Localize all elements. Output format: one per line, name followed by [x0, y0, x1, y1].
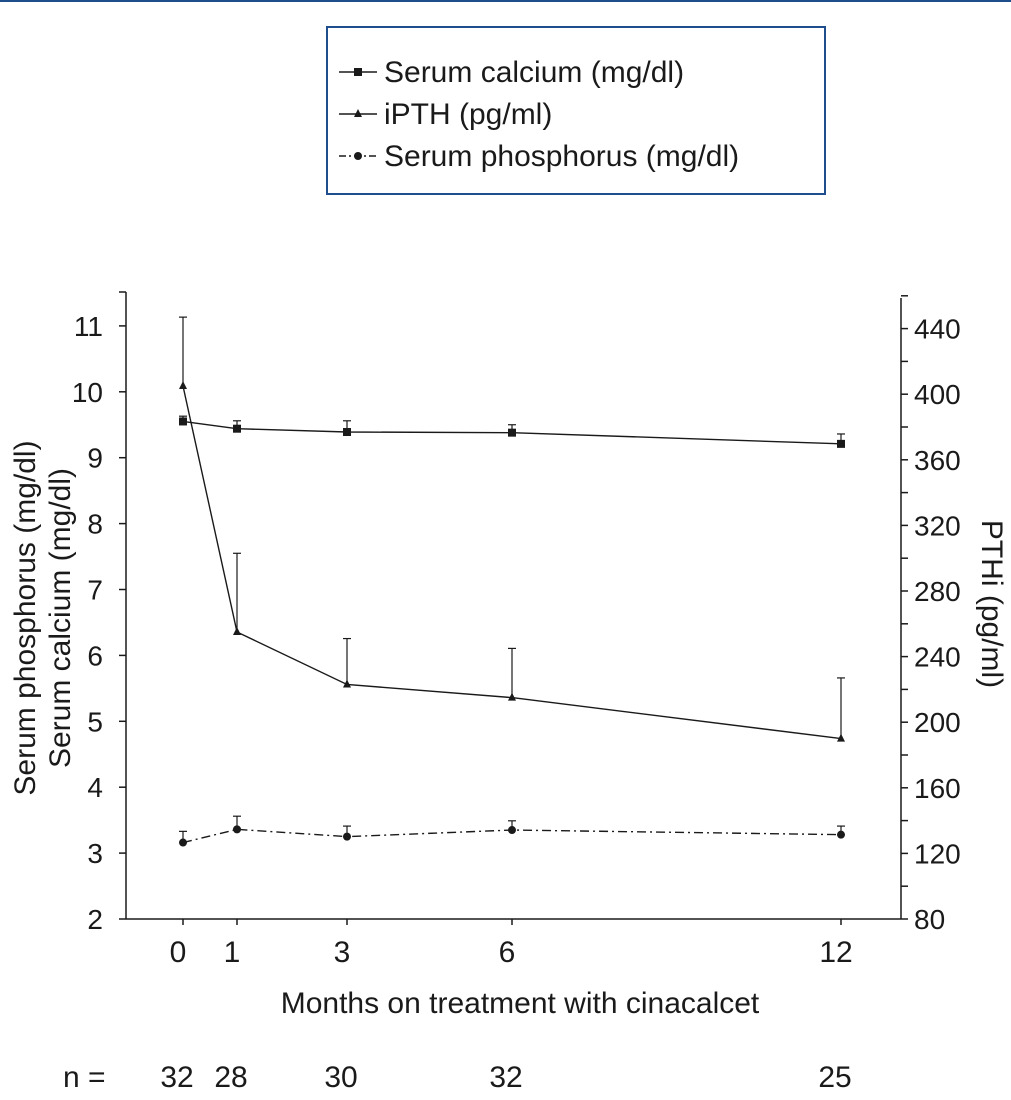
series-layer — [179, 316, 845, 847]
data-point — [179, 417, 187, 426]
x-tick-label: 3 — [334, 936, 351, 969]
legend-marker-0 — [354, 68, 362, 76]
legend-label-calcium: Serum calcium (mg/dl) — [384, 56, 684, 89]
data-point — [233, 825, 241, 834]
legend-label-phosphorus: Serum phosphorus (mg/dl) — [384, 140, 739, 173]
y-left-tick-label: 11 — [74, 311, 103, 342]
n-row-value: 32 — [489, 1061, 522, 1094]
legend-keys — [339, 68, 377, 160]
legend-marker-1 — [354, 109, 362, 117]
data-point — [837, 439, 845, 448]
top-border-rule — [0, 0, 1011, 2]
left-axis-ticks: 2 3 4 5 6 7 8 9 10 11 — [72, 291, 126, 935]
data-point — [837, 733, 845, 742]
n-row-value: 25 — [818, 1061, 851, 1094]
n-row-value: 32 — [160, 1061, 193, 1094]
data-point — [179, 381, 187, 389]
data-point — [233, 627, 241, 635]
y-right-axis-title: PTHi (pg/ml) — [975, 520, 1008, 688]
y-left-axis-title-line2: Serum calcium (mg/dl) — [44, 468, 77, 768]
data-point — [508, 692, 516, 701]
legend-marker-2 — [354, 152, 362, 160]
y-left-tick-label: 9 — [87, 443, 103, 474]
y-right-tick-label: 320 — [914, 510, 961, 541]
series-ipth — [179, 316, 845, 742]
data-point — [343, 832, 351, 841]
y-left-tick-label: 6 — [87, 640, 103, 671]
legend: Serum calcium (mg/dl) iPTH (pg/ml) Serum… — [326, 26, 826, 195]
x-axis-ticks: 0 1 3 6 12 — [170, 919, 853, 969]
data-point — [837, 830, 845, 839]
y-right-tick-label: 200 — [914, 707, 961, 738]
y-right-tick-label: 160 — [914, 773, 961, 804]
right-axis-ticks: 80 120 160 200 240 280 320 360 400 440 — [901, 295, 961, 935]
x-tick-label: 0 — [170, 936, 187, 969]
x-tick-label: 12 — [819, 936, 852, 969]
y-right-tick-label: 280 — [914, 576, 961, 607]
x-tick-label: 6 — [499, 936, 516, 969]
y-left-tick-label: 7 — [87, 575, 103, 606]
n-row-value: 30 — [324, 1061, 357, 1094]
y-left-tick-label: 5 — [87, 706, 103, 737]
y-right-tick-label: 80 — [914, 904, 945, 935]
data-point — [343, 679, 351, 688]
axes — [125, 292, 902, 920]
y-right-tick-label: 440 — [914, 314, 961, 345]
n-row-values: 32 28 30 32 25 — [160, 1061, 851, 1094]
data-point — [343, 427, 351, 436]
y-right-tick-label: 400 — [914, 379, 961, 410]
series-calcium — [179, 415, 845, 448]
data-point — [508, 826, 516, 835]
x-axis-title: Months on treatment with cinacalcet — [281, 987, 760, 1020]
x-tick-label: 1 — [224, 936, 241, 969]
y-right-tick-label: 120 — [914, 838, 961, 869]
y-left-tick-label: 2 — [87, 904, 103, 935]
legend-label-ipth: iPTH (pg/ml) — [384, 98, 552, 131]
y-left-tick-label: 10 — [72, 377, 103, 408]
y-left-tick-label: 4 — [87, 772, 103, 803]
y-left-tick-label: 8 — [87, 509, 103, 540]
n-row-value: 28 — [214, 1061, 247, 1094]
data-point — [508, 428, 516, 437]
data-point — [179, 838, 187, 847]
series-phosphorus — [179, 815, 845, 847]
y-right-tick-label: 360 — [914, 445, 961, 476]
n-row-label: n = — [63, 1061, 106, 1094]
data-point — [233, 424, 241, 433]
y-left-tick-label: 3 — [87, 838, 103, 869]
y-left-axis-title-line1: Serum phosphorus (mg/dl) — [9, 440, 42, 795]
legend-frame — [326, 26, 826, 195]
y-right-tick-label: 240 — [914, 642, 961, 673]
